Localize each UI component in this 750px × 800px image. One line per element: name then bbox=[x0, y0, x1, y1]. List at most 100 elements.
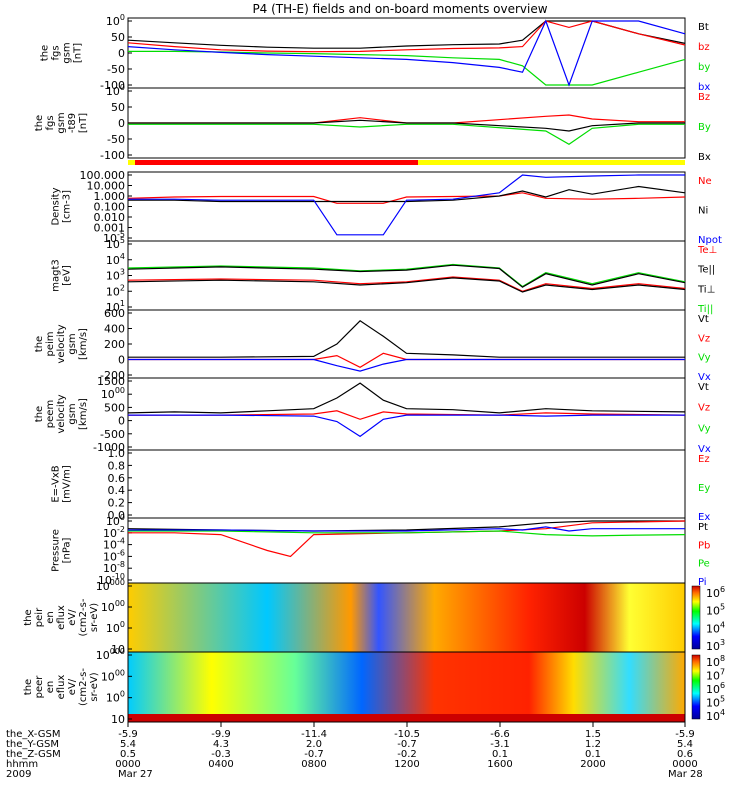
y-tick-label: -100 bbox=[100, 79, 125, 92]
colorbar-label-exp: 4 bbox=[720, 708, 725, 717]
y-axis-label-line: [nT] bbox=[78, 113, 89, 133]
y-tick-label: 10000 bbox=[96, 578, 125, 593]
y-axis-label-line: -t89 bbox=[67, 113, 78, 133]
y-axis-label-line: peem bbox=[45, 400, 56, 428]
y-tick-label: 100 bbox=[106, 83, 125, 98]
y-axis-label: magt3 [eV] bbox=[51, 259, 73, 292]
series-by bbox=[128, 123, 685, 146]
legend-entry: Npot bbox=[698, 235, 722, 246]
y-axis-label-line: [mV/m] bbox=[62, 465, 73, 503]
legend-entry: Pb bbox=[698, 540, 710, 551]
y-axis-label-line: the bbox=[40, 45, 51, 61]
colorbar-label-exp: 4 bbox=[720, 620, 725, 629]
legend-entry: Vt bbox=[698, 382, 709, 393]
x-date-end: Mar 28 bbox=[668, 769, 703, 780]
y-tick-label: 0 bbox=[118, 354, 125, 367]
y-tick-label-exp: -10 bbox=[112, 572, 125, 581]
series-ne bbox=[127, 192, 686, 204]
y-axis-label: the fgs gsm -t89 [nT] bbox=[34, 112, 89, 133]
y-axis-label-line: magt3 bbox=[51, 259, 62, 292]
series-vt bbox=[128, 320, 685, 358]
panel-frame bbox=[127, 449, 686, 519]
series-bx bbox=[128, 119, 685, 132]
y-tick-label: -50 bbox=[107, 63, 125, 76]
y-axis-label-line: (cm2-s- bbox=[78, 598, 89, 636]
x-row-value: -0.3 bbox=[211, 749, 231, 760]
y-tick-label: 0 bbox=[118, 47, 125, 60]
series-bz bbox=[128, 114, 685, 124]
legend-entry: Ni bbox=[698, 206, 708, 217]
spectrogram bbox=[128, 652, 685, 722]
x-year: 2009 bbox=[6, 769, 31, 780]
y-axis-label-line: the bbox=[23, 679, 34, 695]
y-tick-label: 100 bbox=[106, 690, 125, 705]
y-axis-label-line: [km/s] bbox=[78, 398, 89, 430]
x-row-value: -0.7 bbox=[397, 739, 417, 750]
y-axis-label-line: en bbox=[45, 681, 56, 694]
y-tick-label: -500 bbox=[100, 428, 125, 441]
x-row-value: 0.1 bbox=[585, 749, 601, 760]
y-tick-label: 104 bbox=[106, 252, 125, 267]
panel-3: 100.00010.0001.0000.1000.0100.00110-5Den… bbox=[51, 169, 722, 246]
x-row-value: 0000 bbox=[115, 759, 140, 770]
y-axis-label-line: eV/ bbox=[67, 678, 78, 695]
x-row-value: 5.4 bbox=[120, 739, 136, 750]
series-bx bbox=[127, 19, 686, 87]
y-axis-label-line: [cm-3] bbox=[62, 190, 73, 223]
x-row-value: 1600 bbox=[487, 759, 512, 770]
y-tick-label-exp: 0 bbox=[120, 13, 125, 22]
series-ti⊥ bbox=[127, 264, 686, 288]
legend-entry: Bz bbox=[698, 92, 710, 103]
series-vz bbox=[128, 352, 685, 368]
y-tick-label-exp: 4 bbox=[120, 252, 125, 261]
legend-entry: Ex bbox=[698, 512, 710, 523]
y-tick-label-exp: 0 bbox=[120, 620, 125, 629]
colorbar-label-exp: 6 bbox=[720, 681, 725, 690]
chart-title: P4 (TH-E) fields and on-board moments ov… bbox=[252, 2, 547, 16]
x-row-value: -0.2 bbox=[397, 749, 417, 760]
y-tick-label: 0.6 bbox=[108, 472, 126, 485]
y-axis-label: the peer en eflux eV/(cm2-s-sr-eV) bbox=[23, 668, 100, 706]
y-axis-label-line: gsm bbox=[67, 333, 78, 354]
legend-entry: Vx bbox=[698, 372, 711, 383]
y-axis-label-line: peim bbox=[45, 331, 56, 356]
y-tick-label: 500 bbox=[104, 401, 125, 414]
legend-entry: Vz bbox=[698, 333, 710, 344]
y-axis-label-line: Density bbox=[51, 187, 62, 225]
series-vx bbox=[128, 414, 685, 438]
y-tick-label-exp: 5 bbox=[120, 236, 125, 245]
series-pe bbox=[128, 530, 686, 537]
y-tick-label: 0.8 bbox=[108, 459, 126, 472]
y-axis-label-line: eV/ bbox=[67, 609, 78, 626]
legend-entry: by bbox=[698, 62, 710, 73]
panel-2: 100 50 0 -50 -100 the fgs gsm -t89 [nT] Bz By Bx bbox=[34, 83, 711, 163]
y-axis-label-line: gsm bbox=[67, 403, 78, 424]
panel-frame bbox=[127, 517, 686, 584]
legend-entry: Te⊥ bbox=[697, 245, 717, 256]
legend-entry: By bbox=[698, 122, 711, 133]
y-tick-label-exp: -5 bbox=[117, 230, 125, 239]
y-tick-label: 1000 bbox=[101, 668, 125, 683]
colorbar bbox=[691, 585, 701, 650]
x-row-value: 0.5 bbox=[120, 749, 136, 760]
x-row-value: 2.0 bbox=[306, 739, 322, 750]
series-bz bbox=[127, 20, 686, 53]
x-row-value: 0.6 bbox=[677, 749, 693, 760]
y-axis-label-line: fgs bbox=[45, 115, 56, 130]
y-tick-label-exp: 3 bbox=[120, 268, 125, 277]
y-axis-label-line: the bbox=[23, 609, 34, 625]
y-axis-label-line: fgs bbox=[51, 45, 62, 60]
y-axis-label: the peir en eflux eV/(cm2-s-sr-eV) bbox=[23, 598, 100, 636]
x-row-value: -9.9 bbox=[211, 729, 231, 740]
panel-5: 600 400 200 0 -200 the peim velocity gsm [km/s] Vt… bbox=[34, 307, 711, 383]
y-tick-label-exp: 000 bbox=[110, 647, 125, 656]
y-tick-label: 0.0 bbox=[108, 509, 126, 522]
panel-frame bbox=[127, 171, 686, 242]
y-tick-label: 50 bbox=[111, 31, 125, 44]
y-axis-label: Density [cm-3] bbox=[51, 187, 73, 225]
y-axis-label: the peim velocity gsm [km/s] bbox=[34, 324, 89, 363]
x-row-value: -6.6 bbox=[490, 729, 510, 740]
spectrogram bbox=[128, 583, 685, 652]
y-axis-label-line: gsm bbox=[62, 42, 73, 63]
